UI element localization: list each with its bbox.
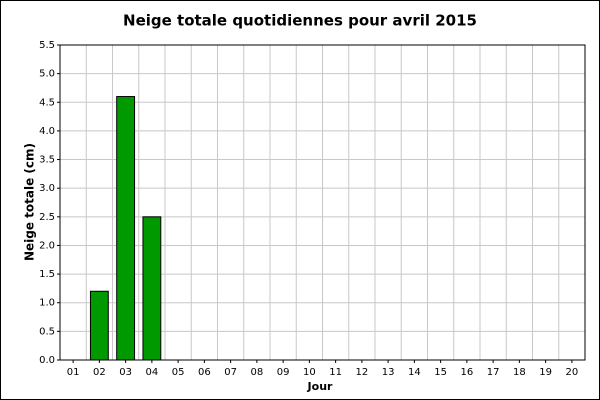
x-tick-label: 05 — [172, 367, 185, 378]
x-tick-label: 17 — [487, 367, 500, 378]
x-tick-label: 04 — [146, 367, 159, 378]
x-tick-label: 16 — [461, 367, 474, 378]
y-tick-label: 0.5 — [39, 326, 55, 337]
x-tick-label: 01 — [67, 367, 80, 378]
y-tick-label: 5.5 — [39, 40, 55, 51]
x-tick-label: 10 — [303, 367, 316, 378]
y-tick-label: 0.0 — [39, 355, 55, 366]
y-tick-label: 4.0 — [39, 126, 55, 137]
x-tick-label: 14 — [408, 367, 421, 378]
y-tick-label: 5.0 — [39, 69, 55, 80]
y-tick-label: 3.0 — [39, 183, 55, 194]
x-tick-label: 08 — [251, 367, 264, 378]
plot-border — [59, 44, 586, 361]
y-tick-label: 1.0 — [39, 298, 55, 309]
y-tick-label: 4.5 — [39, 97, 55, 108]
x-tick-label: 19 — [539, 367, 552, 378]
x-axis-label: Jour — [307, 380, 333, 393]
bar — [142, 216, 162, 361]
y-tick-label: 2.5 — [39, 212, 55, 223]
x-tick-label: 15 — [434, 367, 447, 378]
x-tick-label: 11 — [329, 367, 342, 378]
y-tick-label: 1.5 — [39, 269, 55, 280]
x-tick-label: 02 — [93, 367, 106, 378]
x-tick-label: 12 — [356, 367, 369, 378]
x-tick-label: 20 — [566, 367, 579, 378]
x-tick-label: 09 — [277, 367, 290, 378]
x-tick-label: 18 — [513, 367, 526, 378]
bar — [116, 96, 136, 361]
x-tick-label: 13 — [382, 367, 395, 378]
y-tick-label: 3.5 — [39, 155, 55, 166]
x-tick-label: 03 — [119, 367, 132, 378]
y-tick-label: 2.0 — [39, 240, 55, 251]
bar — [89, 290, 109, 361]
chart-title: Neige totale quotidiennes pour avril 201… — [123, 12, 477, 30]
x-tick-label: 07 — [224, 367, 237, 378]
y-axis-label: Neige totale (cm) — [23, 143, 37, 261]
x-tick-label: 06 — [198, 367, 211, 378]
